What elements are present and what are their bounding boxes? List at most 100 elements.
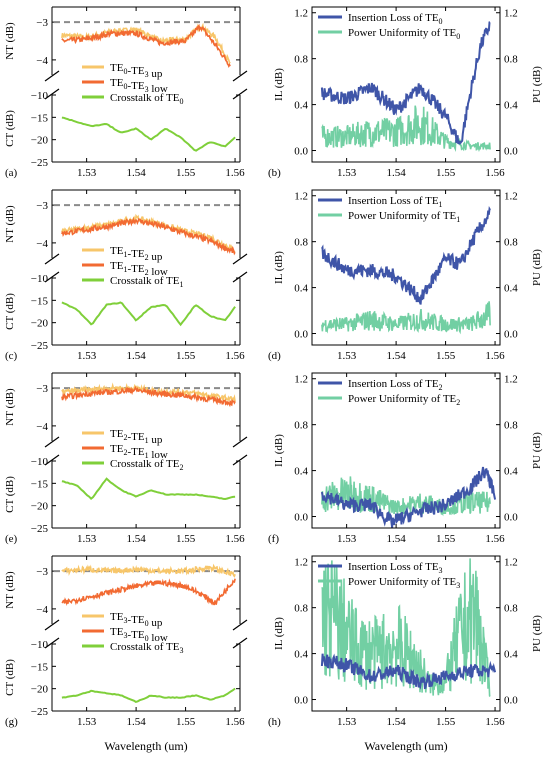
x-tick-label: 1.53 [77,716,97,728]
x-tick-label: 1.56 [225,716,245,728]
axis-break-mark [232,70,248,82]
panel-label: (g) [5,716,18,728]
x-tick-label: 1.54 [126,167,146,179]
series-line-ct [61,116,236,152]
x-axis-label-right: Wavelength (um) [364,739,447,753]
y-axis-label-nt: NT (dB) [4,388,16,426]
panel-label: (h) [268,716,281,728]
y-tick-label: 0.4 [294,100,308,112]
legend-label: TE0-TE3 low [110,77,168,95]
axis-break-mark [44,436,60,448]
series-line-pu [321,301,491,335]
legend-label: Insertion Loss of TE3 [348,561,443,575]
y-tick-label: −3 [36,566,48,578]
x-tick-label: 1.55 [436,716,456,728]
y-tick-label: 0.8 [294,237,308,249]
y-tick-label-right: 0.4 [504,649,518,661]
series-line-pu [321,558,491,698]
panel-f: (f) 0.0 0.0 0.4 0.4 0.8 0.8 1.2 1.2 1.53 1.54 1.55 1… [268,372,543,545]
series-line-ct [61,301,236,327]
y-tick-label: −20 [31,135,49,147]
series-line-pu [321,105,491,152]
y-axis-label-ct: CT (dB) [4,293,16,330]
y-axis-label-ct: CT (dB) [4,659,16,696]
legend-label: TE3-TE0 low [110,626,168,644]
y-tick-label: 1.2 [294,557,308,569]
axis-break-mark [44,253,60,265]
legend-label: Insertion Loss of TE0 [348,12,443,26]
series-line-low [61,578,236,606]
y-axis-label-il: IL (dB) [273,434,285,467]
y-axis-label-nt: NT (dB) [4,571,16,609]
y-tick-label-right: 0.8 [504,420,518,432]
axis-break-mark [44,88,60,100]
y-tick-label: 0.8 [294,420,308,432]
legend-label: Crosstalk of TE2 [110,458,183,472]
legend-label: TE2-TE1 low [110,443,168,461]
y-axis-label-pu: PU (dB) [531,249,543,286]
y-tick-label-right: 0.4 [504,466,518,478]
x-tick-label: 1.55 [436,350,456,362]
axis-break-mark [44,637,60,649]
panel-a: (a) −3 −4 −10 −15 −20 −25 1.53 1.54 1.55 1.56 NT (d… [4,6,248,179]
y-tick-label: −3 [36,200,48,212]
y-tick-label-right: 0.8 [504,237,518,249]
y-tick-label: −15 [31,478,49,490]
y-tick-label: −10 [31,639,49,651]
x-tick-label: 1.53 [77,533,97,545]
x-tick-label: 1.53 [77,350,97,362]
x-axis-label-left: Wavelength (um) [104,739,187,753]
x-tick-label: 1.55 [436,533,456,545]
y-tick-label: −15 [31,661,49,673]
y-tick-label: −20 [31,684,49,696]
y-tick-label: −3 [36,383,48,395]
x-tick-label: 1.56 [485,167,505,179]
series-line-il [320,653,497,690]
legend-label: TE0-TE3 up [110,62,163,80]
y-axis-label-nt: NT (dB) [4,205,16,243]
x-tick-label: 1.55 [436,167,456,179]
x-tick-label: 1.55 [176,533,196,545]
y-tick-label: −4 [36,55,48,67]
y-tick-label-right: 0.0 [504,329,518,341]
x-tick-label: 1.55 [176,167,196,179]
y-tick-label: −4 [36,604,48,616]
y-axis-label-il: IL (dB) [273,251,285,284]
axis-break-mark [232,619,248,631]
y-tick-label: −25 [31,706,49,718]
panel-b: (b) 0.0 0.0 0.4 0.4 0.8 0.8 1.2 1.2 1.53 1.54 1.55 1… [268,6,543,179]
axis-break-mark [232,454,248,466]
x-tick-label: 1.54 [386,533,406,545]
series-line-il [320,21,491,145]
x-tick-label: 1.53 [337,167,357,179]
y-tick-label: 0.0 [294,329,308,341]
plot-frame [311,189,501,346]
x-tick-label: 1.54 [126,350,146,362]
series-line-up [61,213,236,253]
y-tick-label: −10 [31,456,49,468]
y-tick-label: 1.2 [294,191,308,203]
y-tick-label: −15 [31,112,49,124]
panel-c: (c) −3 −4 −10 −15 −20 −25 1.53 1.54 1.55 1.56 NT (d… [4,189,248,362]
y-tick-label: 1.2 [294,374,308,386]
y-tick-label: −3 [36,17,48,29]
y-tick-label-right: 0.8 [504,603,518,615]
panel-h: (h) 0.0 0.0 0.4 0.4 0.8 0.8 1.2 1.2 1.53 1.54 1.55 1… [268,555,543,728]
y-axis-label-il: IL (dB) [273,617,285,650]
series-line-ct [61,477,236,501]
y-tick-label: 0.8 [294,603,308,615]
axis-break-mark [44,619,60,631]
x-tick-label: 1.54 [126,533,146,545]
x-tick-label: 1.56 [485,716,505,728]
x-tick-label: 1.53 [337,716,357,728]
y-tick-label: 0.8 [294,54,308,66]
y-tick-label-right: 1.2 [504,374,518,386]
legend-label: Power Uniformity of TE0 [348,27,460,41]
panel-g: (g) −3 −4 −10 −15 −20 −25 1.53 1.54 1.55 1.56 NT (d… [4,555,248,728]
y-tick-label: −25 [31,340,49,352]
y-tick-label-right: 0.0 [504,695,518,707]
y-tick-label: −4 [36,421,48,433]
x-tick-label: 1.56 [225,167,245,179]
y-tick-label-right: 0.0 [504,146,518,158]
